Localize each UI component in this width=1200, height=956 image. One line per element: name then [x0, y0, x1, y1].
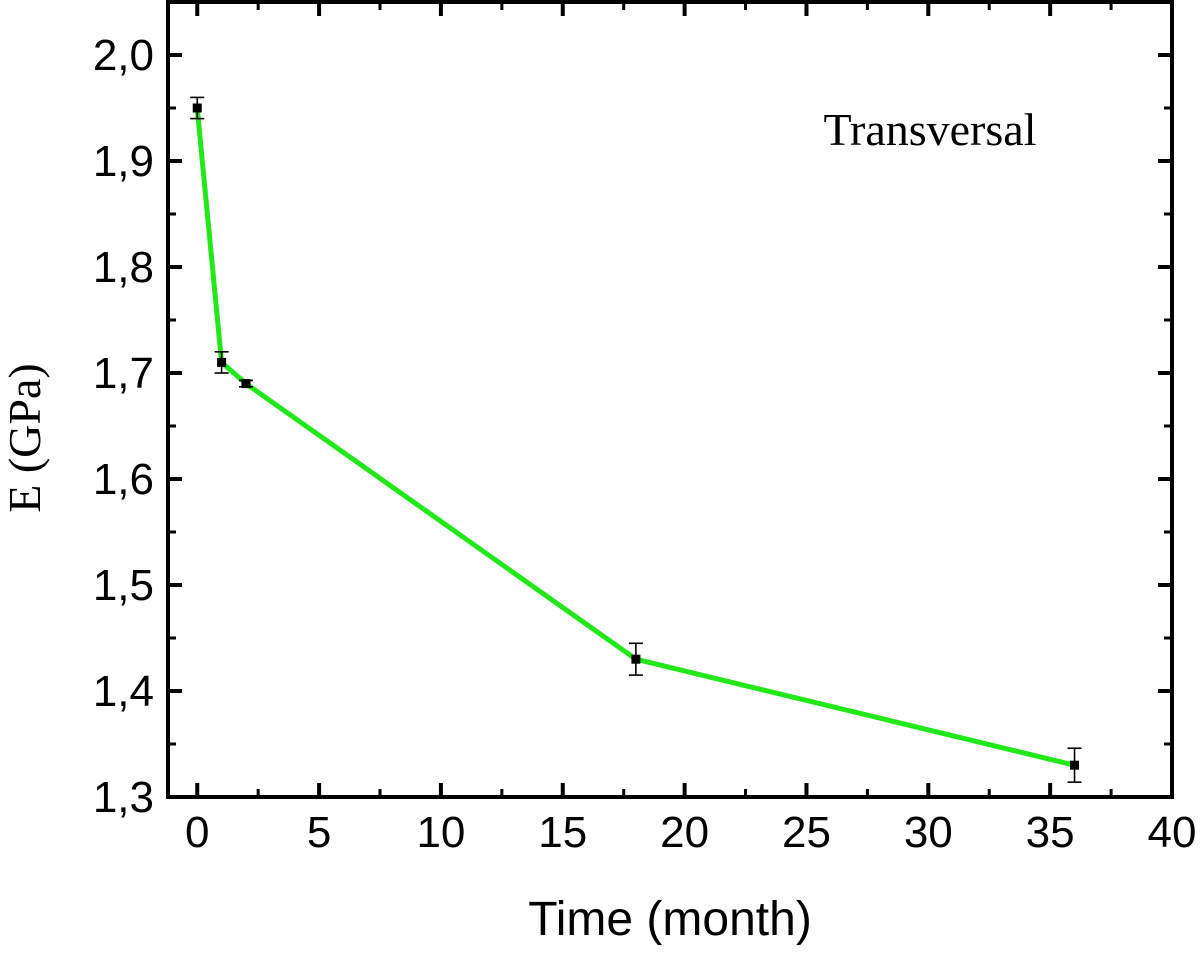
y-tick-label: 1,4	[93, 667, 154, 716]
y-axis-title: E (GPa)	[0, 363, 50, 512]
x-tick-label: 10	[416, 808, 465, 857]
plot-frame	[166, 0, 1174, 799]
x-tick-label: 35	[1026, 808, 1075, 857]
data-point	[241, 379, 251, 389]
y-tick-label: 1,9	[93, 137, 154, 186]
annotation-text: Transversal	[824, 104, 1037, 155]
data-point	[192, 103, 202, 113]
series-layer	[190, 96, 1082, 783]
data-point	[217, 357, 227, 367]
x-tick-label: 40	[1148, 808, 1197, 857]
x-tick-label: 20	[660, 808, 709, 857]
y-tick-label: 2,0	[93, 31, 154, 80]
y-tick-label: 1,7	[93, 349, 154, 398]
x-tick-label: 15	[538, 808, 587, 857]
x-axis-title: Time (month)	[528, 893, 812, 946]
data-point	[1070, 760, 1080, 770]
y-tick-label: 1,8	[93, 243, 154, 292]
x-tick-label: 0	[185, 808, 209, 857]
x-tick-label: 5	[307, 808, 331, 857]
y-axis-ticks: 1,3 1,4 1,5 1,6 1,7 1,8 1,9 2,0	[93, 31, 1172, 822]
x-tick-label: 30	[904, 808, 953, 857]
x-axis-ticks: 0 5 10 15 20 25 30 35 40	[185, 2, 1196, 857]
y-tick-label: 1,5	[93, 561, 154, 610]
y-tick-label: 1,3	[93, 773, 154, 822]
y-tick-label: 1,6	[93, 455, 154, 504]
x-tick-label: 25	[782, 808, 831, 857]
data-point	[631, 654, 641, 664]
